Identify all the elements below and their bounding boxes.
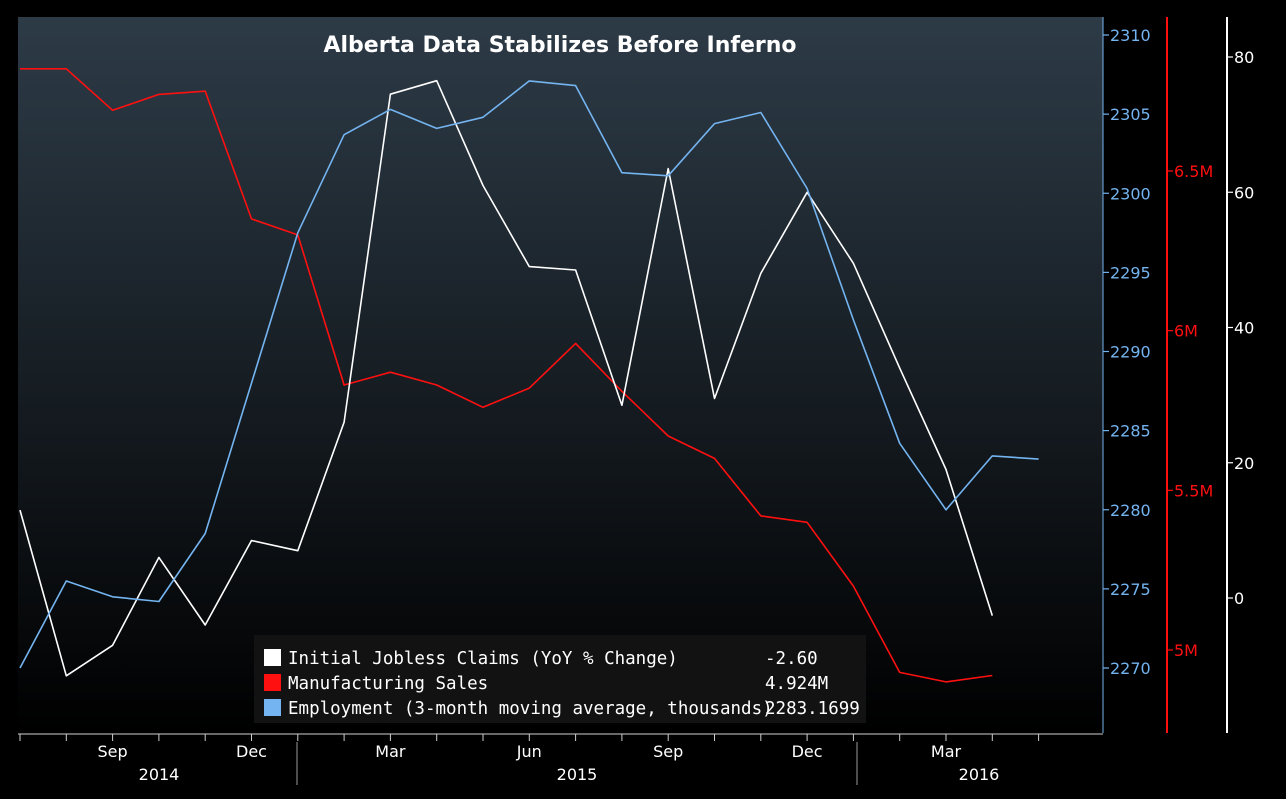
tick-label-employment-7: 2305 [1110,105,1151,124]
tick-label-employment-8: 2310 [1110,26,1151,45]
legend-label-1: Manufacturing Sales [288,674,488,694]
legend-swatch-0 [264,649,281,666]
tick-label-employment-1: 2275 [1110,580,1151,599]
plot-background [18,17,1103,733]
legend-label-0: Initial Jobless Claims (YoY % Change) [288,649,678,669]
tick-label-manufacturing-0: 5M [1174,641,1198,660]
legend-value-0: -2.60 [765,649,818,669]
series-lines [19,68,1039,683]
tick-label-claims-3: 60 [1234,183,1254,202]
year-label-1: 2015 [557,765,598,784]
legend-value-2: 2283.1699 [765,699,860,719]
tick-label-employment-2: 2280 [1110,501,1151,520]
legend-box [254,635,866,723]
tick-label-manufacturing-3: 6.5M [1174,162,1213,181]
legend-swatch-2 [264,699,281,716]
tick-label-employment-5: 2295 [1110,263,1151,282]
year-label-0: 2014 [139,765,180,784]
tick-label-manufacturing-2: 6M [1174,322,1198,341]
x-tick-label-6: Mar [931,742,962,761]
legend-label-2: Employment (3-month moving average, thou… [288,699,773,719]
legend-value-1: 4.924M [765,674,828,694]
axes: 2270 2275 2280 2285 2290 2295 2300 2305 2310 5M 5.… [1102,17,1254,733]
x-tick-label-0: Sep [98,742,128,761]
series-line-1 [20,68,993,683]
legend: Initial Jobless Claims (YoY % Change) -2.… [254,635,866,723]
tick-label-employment-0: 2270 [1110,659,1151,678]
tick-label-employment-3: 2285 [1110,422,1151,441]
year-label-2: 2016 [959,765,1000,784]
x-tick-label-5: Dec [792,742,823,761]
x-tick-label-1: Dec [236,742,267,761]
tick-label-manufacturing-1: 5.5M [1174,481,1213,500]
tick-label-claims-1: 20 [1234,454,1254,473]
tick-label-employment-6: 2300 [1110,184,1151,203]
legend-swatch-1 [264,674,281,691]
x-axis: Sep Dec Mar Jun Sep Dec Mar 2014 2015 2016 [0,733,1286,799]
x-axis-band [0,733,1286,799]
tick-label-claims-4: 80 [1234,48,1254,67]
chart-title: Alberta Data Stabilizes Before Inferno [323,33,796,58]
x-tick-label-3: Jun [516,742,542,761]
x-tick-label-2: Mar [375,742,406,761]
x-tick-label-4: Sep [653,742,683,761]
series-line-0 [19,79,994,677]
tick-label-claims-0: 0 [1234,589,1244,608]
tick-label-claims-2: 40 [1234,319,1254,338]
tick-label-employment-4: 2290 [1110,343,1151,362]
